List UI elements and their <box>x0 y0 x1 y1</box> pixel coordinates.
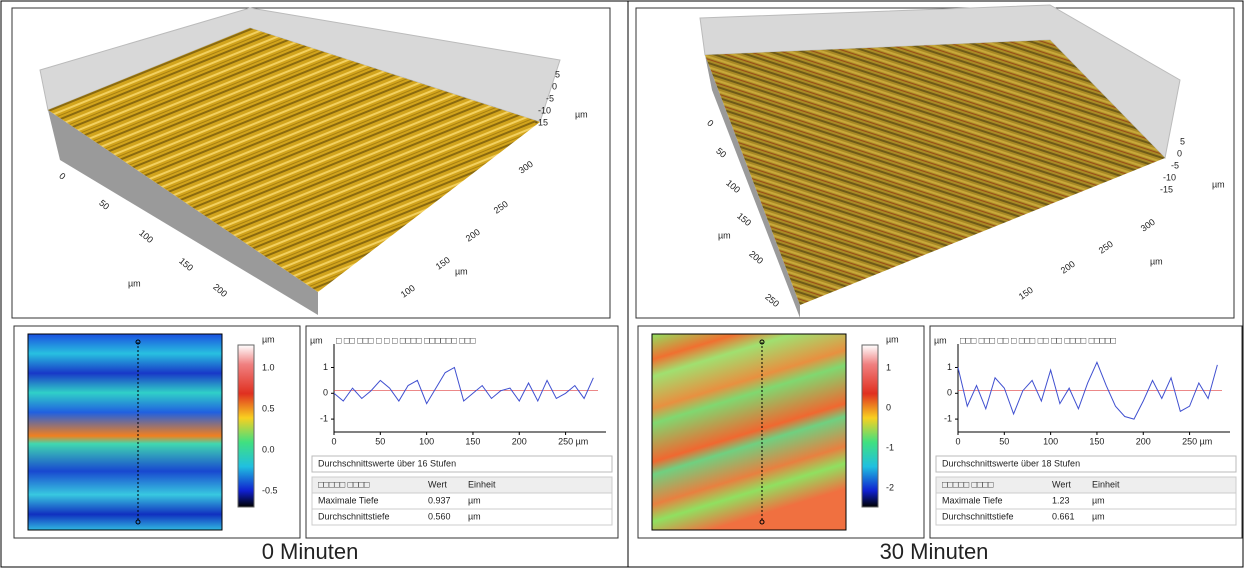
front-unit: µm <box>128 278 141 288</box>
table-cell: Einheit <box>1092 479 1120 489</box>
table-cell: □□□□□ □□□□ <box>942 479 994 489</box>
profile-top-marks: □ □□ □□□ □ □ □ □□□□ □□□□□□ □□□ <box>336 335 476 345</box>
side-unit: µm <box>1150 256 1163 266</box>
colorbar-tick: -0.5 <box>262 485 278 495</box>
caption: 0 Minuten <box>262 539 359 564</box>
x-tick-label: 50 <box>999 436 1009 446</box>
z-tick: 5 <box>1180 136 1185 146</box>
caption: 30 Minuten <box>880 539 989 564</box>
z-tick: -10 <box>538 105 551 115</box>
profile-unit: µm <box>310 335 323 345</box>
table-cell: Maximale Tiefe <box>942 495 1003 505</box>
z-unit: µm <box>575 109 588 119</box>
page: 050100150200µm300250200150100µm50-5-10-1… <box>0 0 1244 568</box>
colorbar-tick: 1 <box>886 362 891 372</box>
x-tick-label: 250 <box>1182 436 1197 446</box>
x-tick-label: 200 <box>1136 436 1151 446</box>
x-tick-label: 100 <box>1043 436 1058 446</box>
colorbar-unit: µm <box>886 334 899 344</box>
front-unit: µm <box>718 230 731 240</box>
table-cell: µm <box>1092 511 1105 521</box>
y-tick-label: 0 <box>323 388 328 398</box>
x-tick-label: 150 <box>1089 436 1104 446</box>
table-cell: Wert <box>428 479 447 489</box>
x-tick-label: 0 <box>331 436 336 446</box>
colorbar-tick: -1 <box>886 442 894 452</box>
x-tick-label: 150 <box>465 436 480 446</box>
colorbar <box>238 345 254 507</box>
x-tick-label: 100 <box>419 436 434 446</box>
heatmap <box>28 334 222 530</box>
summary: Durchschnittswerte über 16 Stufen <box>318 458 456 468</box>
table-cell: □□□□□ □□□□ <box>318 479 370 489</box>
table-cell: µm <box>1092 495 1105 505</box>
y-tick-label: 1 <box>323 362 328 372</box>
summary: Durchschnittswerte über 18 Stufen <box>942 458 1080 468</box>
x-tick-label: 50 <box>375 436 385 446</box>
y-tick-label: 1 <box>947 362 952 372</box>
table-cell: 0.560 <box>428 511 451 521</box>
table-cell: 0.937 <box>428 495 451 505</box>
x-tick-label: 250 <box>558 436 573 446</box>
y-tick-label: -1 <box>944 413 952 423</box>
heatmap <box>652 334 846 530</box>
colorbar-tick: 0.5 <box>262 403 275 413</box>
colorbar-unit: µm <box>262 334 275 344</box>
colorbar <box>862 345 878 507</box>
profile-unit: µm <box>934 335 947 345</box>
x-tick-label: 0 <box>955 436 960 446</box>
table-cell: µm <box>468 511 481 521</box>
table-cell: Einheit <box>468 479 496 489</box>
table-cell: Maximale Tiefe <box>318 495 379 505</box>
z-unit: µm <box>1212 179 1225 189</box>
x-unit: µm <box>1200 436 1213 446</box>
z-tick: -5 <box>546 93 554 103</box>
y-tick-label: -1 <box>320 413 328 423</box>
table-cell: 0.661 <box>1052 511 1075 521</box>
colorbar-tick: 1.0 <box>262 362 275 372</box>
x-unit: µm <box>576 436 589 446</box>
z-tick: 0 <box>1177 148 1182 158</box>
table-cell: µm <box>468 495 481 505</box>
z-tick: 0 <box>552 81 557 91</box>
table-cell: Durchschnittstiefe <box>318 511 390 521</box>
y-tick-label: 0 <box>947 388 952 398</box>
z-tick: -5 <box>1171 160 1179 170</box>
table-cell: 1.23 <box>1052 495 1070 505</box>
z-tick: -15 <box>535 117 548 127</box>
x-tick-label: 200 <box>512 436 527 446</box>
z-tick: 5 <box>555 69 560 79</box>
figure: 050100150200µm300250200150100µm50-5-10-1… <box>0 0 1244 568</box>
profile-top-marks: □□□ □□□ □□ □ □□□ □□ □□ □□□□ □□□□□ <box>960 335 1116 345</box>
colorbar-tick: 0 <box>886 402 891 412</box>
z-tick: -10 <box>1163 172 1176 182</box>
table-cell: Durchschnittstiefe <box>942 511 1014 521</box>
z-tick: -15 <box>1160 184 1173 194</box>
table-cell: Wert <box>1052 479 1071 489</box>
colorbar-tick: 0.0 <box>262 444 275 454</box>
side-unit: µm <box>455 266 468 276</box>
colorbar-tick: -2 <box>886 482 894 492</box>
